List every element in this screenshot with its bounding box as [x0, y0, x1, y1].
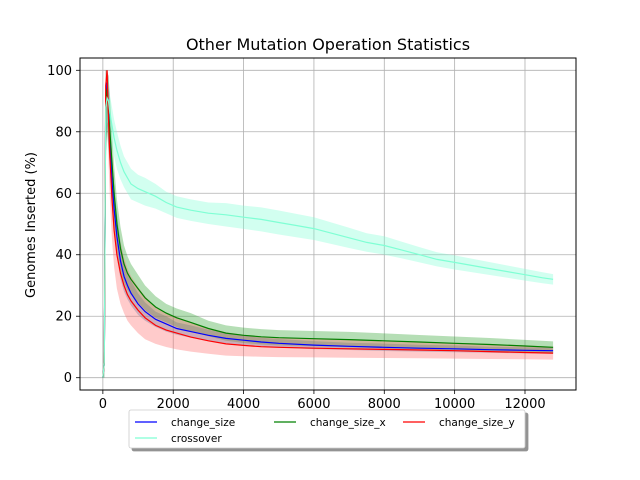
axes-frame: [79, 57, 577, 391]
y-tick-label: 80: [55, 125, 72, 140]
x-tick-label: 4000: [227, 397, 260, 412]
band-change_size_x: [102, 70, 554, 378]
y-tick-label: 100: [47, 64, 72, 79]
legend-box: [128, 409, 526, 449]
y-tick-label: 20: [55, 310, 72, 325]
chart-title: Other Mutation Operation Statistics: [186, 35, 470, 54]
x-tick-label: 2000: [157, 397, 190, 412]
x-tick-label: 8000: [368, 397, 401, 412]
line-change_size_x: [102, 88, 554, 378]
axis-ticks: 0 2000 4000 6000 8000 10000 12000 0 20 40 60 80 100: [47, 64, 546, 412]
line-crossover: [102, 95, 554, 378]
legend-label-change_size_x: change_size_x: [310, 417, 386, 429]
y-tick-label: 0: [64, 371, 72, 386]
x-tick-label: 12000: [504, 397, 545, 412]
confidence-bands: [102, 70, 554, 378]
y-axis-label: Genomes Inserted (%): [24, 152, 39, 298]
x-tick-label: 6000: [297, 397, 330, 412]
legend-label-change_size_y: change_size_y: [439, 417, 515, 429]
x-tick-label: 0: [99, 397, 107, 412]
y-tick-label: 60: [55, 187, 72, 202]
series-lines: [102, 70, 554, 378]
x-tick-label: 10000: [434, 397, 475, 412]
legend-label-crossover: crossover: [171, 433, 222, 445]
band-crossover: [102, 73, 554, 378]
band-change_size_y: [102, 70, 554, 378]
grid-lines: [80, 58, 576, 390]
y-tick-label: 40: [55, 248, 72, 263]
plot-area: [102, 70, 554, 378]
legend-label-change_size: change_size: [171, 417, 235, 429]
line-change_size_y: [102, 70, 554, 378]
legend: change_size change_size_x change_size_ycro…: [128, 409, 526, 449]
